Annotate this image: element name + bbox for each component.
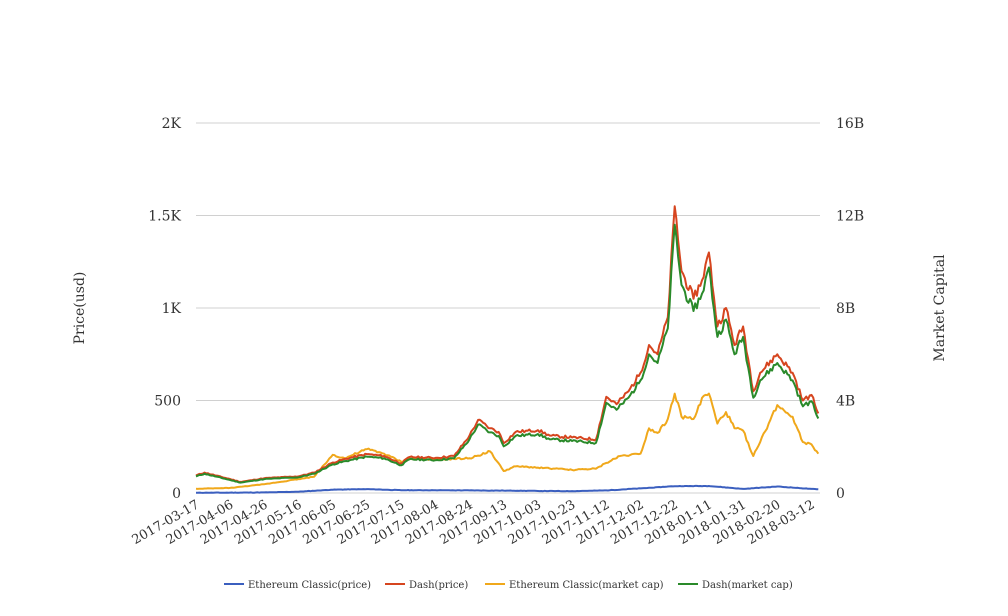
series-line-ethereum-classic-price [196, 484, 819, 494]
legend-item-label: Dash(price) [409, 580, 468, 591]
y-axis-label: Price(usd) [72, 272, 88, 345]
right-axis-ticks: 0 4B 8B 12B 16B [836, 116, 864, 502]
y-tick-label: 500 [154, 394, 181, 410]
y-tick-label: 1.5K [148, 209, 181, 225]
legend-item-label: Dash(market cap) [702, 580, 793, 591]
y2-tick-label: 4B [836, 394, 855, 410]
x-axis-ticks: 2017-03-172017-04-062017-04-262017-05-16… [130, 497, 818, 547]
series-line-dash-market-cap [195, 223, 820, 484]
y2-tick-label: 8B [836, 301, 855, 317]
left-axis-ticks: 0 500 1K 1.5K 2K [148, 116, 181, 502]
y2-tick-label: 16B [836, 116, 864, 132]
y2-axis-label: Market Capital [932, 254, 948, 362]
series-line-dash-price [195, 205, 820, 483]
y-tick-label: 2K [162, 116, 182, 132]
grid-lines [196, 122, 820, 494]
legend: Ethereum Classic(price) Dash(price) Ethere… [224, 580, 793, 591]
series-line-ethereum-classic-market-cap [195, 392, 820, 490]
y2-tick-label: 0 [836, 486, 845, 502]
y2-tick-label: 12B [836, 209, 864, 225]
y-tick-label: 1K [162, 301, 182, 317]
legend-item-label: Ethereum Classic(price) [248, 580, 371, 591]
series-lines [195, 205, 820, 494]
y-tick-label: 0 [172, 486, 181, 502]
legend-item-label: Ethereum Classic(market cap) [509, 580, 664, 591]
